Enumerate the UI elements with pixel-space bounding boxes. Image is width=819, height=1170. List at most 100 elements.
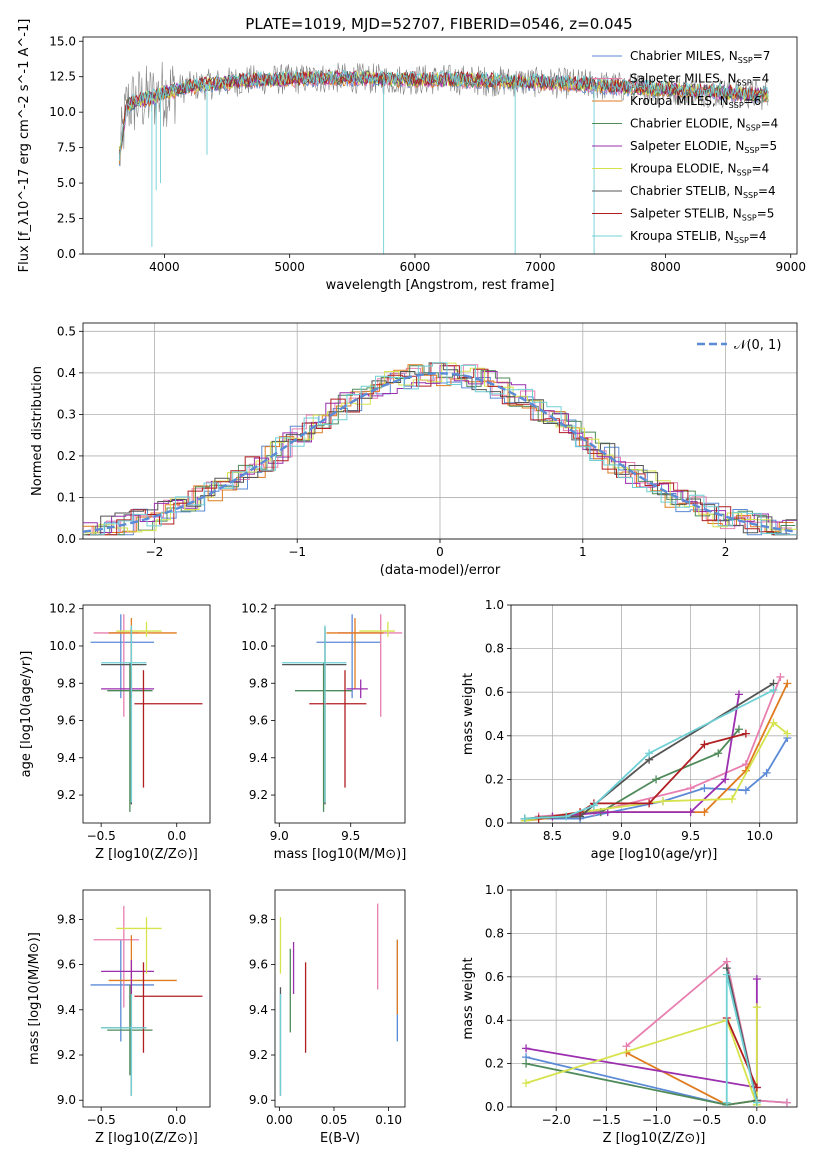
- legend-entry-salpeter-elodie: Salpeter ELODIE, NSSP=5: [630, 139, 777, 155]
- normal-distribution-curve: [83, 372, 797, 533]
- series-marker: [522, 1079, 531, 1088]
- y-tick-label: 10.2: [241, 602, 268, 616]
- y-axis-label: age [log10(age/yr)]: [19, 651, 34, 778]
- mass-vs-ebv-panel: 0.00 0.05 0.10 9.0 9.2 9.4 9.6 9.8 E(B-V): [249, 889, 406, 1146]
- age-vs-mass-panel: 9.0 9.5 9.2 9.4 9.6 9.8 10.0 10.2 mass [log10(M/…: [241, 602, 406, 862]
- histogram-chabrier-miles: [83, 372, 791, 536]
- y-tick-label: 15.0: [49, 34, 76, 48]
- series-line-kroupa-miles: [524, 683, 789, 822]
- errorbar-point-chabrier-elodie: [107, 984, 153, 1076]
- series-marker: [728, 795, 737, 804]
- y-tick-label: 10.0: [49, 105, 76, 119]
- errorbar-point-chabrier-miles: [316, 614, 381, 699]
- legend-entry-chabrier-elodie: Chabrier ELODIE, NSSP=4: [630, 117, 778, 133]
- figure-title: PLATE=1019, MJD=52707, FIBERID=0546, z=0…: [245, 15, 632, 33]
- y-tick-label: 1.0: [485, 598, 504, 612]
- x-tick-label: 0.0: [747, 1113, 766, 1127]
- y-tick-label: 0.4: [485, 1013, 504, 1027]
- x-tick-label: −0.5: [87, 1113, 116, 1127]
- errorbar-point-chabrier-miles: [90, 614, 155, 699]
- series-marker: [700, 808, 709, 817]
- series-marker: [562, 812, 571, 821]
- y-tick-label: 0.2: [57, 449, 76, 463]
- y-axis-label: mass weight: [461, 957, 476, 1039]
- errorbar-point-kroupa-miles: [108, 935, 177, 1026]
- y-tick-label: 9.2: [57, 788, 76, 802]
- errorbar-point-chabrier-stelib: [101, 993, 147, 1096]
- series-marker: [762, 768, 771, 777]
- y-tick-label: 0.5: [57, 324, 76, 338]
- y-tick-label: 0.4: [57, 366, 76, 380]
- x-tick-label: 8.5: [543, 829, 562, 843]
- x-tick-label: 0.10: [375, 1113, 402, 1127]
- series-line-kroupa-elodie: [525, 1007, 758, 1106]
- errorbar-point-chabrier-elodie: [295, 662, 353, 812]
- series-marker: [722, 1098, 731, 1107]
- mass-weight-vs-metallicity-panel: −2.0 −1.5 −1.0 −0.5 0.0 0.0 0.2 0.4 0.6 0.8 1.0 Z […: [461, 883, 798, 1146]
- series-marker: [783, 729, 792, 738]
- errorbar-point-kroupa-stelib: [282, 625, 347, 803]
- plot-area: [282, 614, 403, 812]
- x-axis-label: age [log10(age/yr)]: [591, 847, 718, 862]
- x-axis-label: wavelength [Angstrom, rest frame]: [326, 278, 555, 293]
- x-tick-label: 0.00: [266, 1113, 293, 1127]
- x-tick-label: 4000: [149, 260, 180, 274]
- axes-frame: [510, 604, 798, 824]
- y-tick-label: 2.5: [57, 212, 76, 226]
- x-tick-label: −1: [288, 545, 306, 559]
- x-tick-label: 9.5: [341, 829, 360, 843]
- errorbar-point-salpeter-elodie: [101, 960, 155, 994]
- legend-entry-chabrier-stelib: Chabrier STELIB, NSSP=4: [630, 184, 776, 200]
- legend-entry-normal: 𝒩(0, 1): [734, 338, 781, 353]
- errorbar-point-chabrier-miles: [90, 939, 155, 1042]
- series-marker: [752, 1098, 761, 1107]
- x-tick-label: 7000: [525, 260, 556, 274]
- series-marker: [658, 797, 667, 806]
- series-marker: [722, 970, 731, 979]
- series-marker: [734, 690, 743, 699]
- legend-entry-kroupa-stelib: Kroupa STELIB, NSSP=4: [630, 229, 767, 245]
- plot-area: [118, 61, 769, 254]
- y-tick-label: 5.0: [57, 176, 76, 190]
- y-axis-label: Flux [f_λ10^-17 erg cm^-2 s^-1 A^-1]: [17, 19, 32, 273]
- x-tick-label: 1: [579, 545, 587, 559]
- series-marker: [522, 1059, 531, 1068]
- y-tick-label: 0.8: [485, 926, 504, 940]
- legend-entry-chabrier-miles: Chabrier MILES, NSSP=7: [630, 49, 770, 65]
- series-marker: [752, 1003, 761, 1012]
- y-tick-label: 0.0: [57, 247, 76, 261]
- errorbar-point-kroupa-stelib: [101, 625, 147, 803]
- series-marker: [603, 808, 612, 817]
- histogram-chabrier-elodie: [83, 365, 796, 536]
- x-tick-label: 0.0: [167, 1113, 186, 1127]
- histogram-kroupa-miles: [83, 364, 794, 536]
- x-tick-label: 2: [722, 545, 730, 559]
- series-line-kroupa-elodie: [524, 721, 788, 822]
- series-marker: [686, 784, 695, 793]
- y-tick-label: 9.6: [57, 958, 76, 972]
- series-marker: [741, 786, 750, 795]
- series-marker: [752, 974, 761, 983]
- series-marker: [686, 808, 695, 817]
- legend-entry-salpeter-stelib: Salpeter STELIB, NSSP=5: [630, 207, 774, 223]
- series-marker: [700, 740, 709, 749]
- plot-area: [522, 957, 791, 1107]
- errorbar-point-salpeter-miles: [93, 614, 139, 717]
- series-marker: [700, 784, 709, 793]
- y-axis-label: Normed distribution: [30, 366, 45, 496]
- axes-frame: [274, 604, 406, 824]
- errorbar-point-salpeter-miles: [93, 905, 139, 1008]
- series-marker: [589, 801, 598, 810]
- axes-frame: [82, 889, 211, 1108]
- plot-area: [520, 672, 792, 823]
- y-tick-label: 9.6: [249, 958, 268, 972]
- y-tick-label: 12.5: [49, 70, 76, 84]
- y-tick-label: 0.8: [485, 642, 504, 656]
- series-marker: [783, 679, 792, 688]
- series-marker: [769, 686, 778, 695]
- plot-area: [90, 905, 203, 1096]
- x-tick-label: 10.0: [746, 829, 773, 843]
- y-tick-label: 0.6: [485, 970, 504, 984]
- errorbar-point-salpeter-miles: [337, 614, 403, 717]
- y-tick-label: 9.8: [249, 912, 268, 926]
